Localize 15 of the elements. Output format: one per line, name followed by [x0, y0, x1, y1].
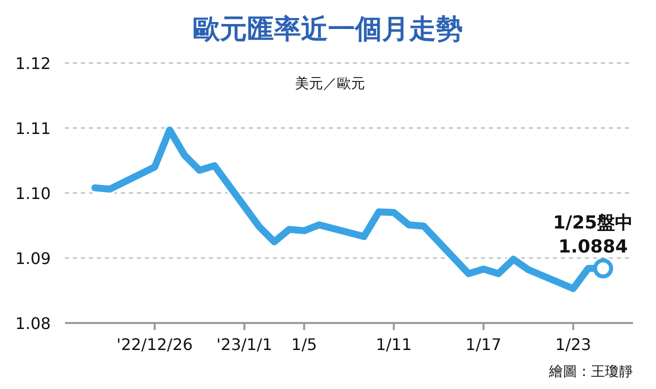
x-tick-label: 1/5 [291, 335, 318, 354]
chart-title: 歐元匯率近一個月走勢 [193, 14, 463, 45]
y-tick-label: 1.08 [15, 314, 51, 333]
x-tick-label: '23/1/1 [216, 335, 272, 354]
x-tick-label: 1/17 [466, 335, 502, 354]
y-tick-label: 1.09 [15, 249, 51, 268]
annotation: 1/25盤中 1.0884 [553, 212, 634, 258]
x-tick-label: '22/12/26 [116, 335, 193, 354]
y-tick-label: 1.12 [15, 54, 51, 73]
y-tick-label: 1.10 [15, 184, 51, 203]
x-tick-label: 1/11 [376, 335, 412, 354]
y-axis-title: 美元／歐元 [295, 76, 365, 92]
x-tick-label: 1/23 [555, 335, 592, 354]
y-tick-label: 1.11 [15, 119, 51, 138]
text: 繪圖：王瓊靜 [548, 364, 633, 380]
